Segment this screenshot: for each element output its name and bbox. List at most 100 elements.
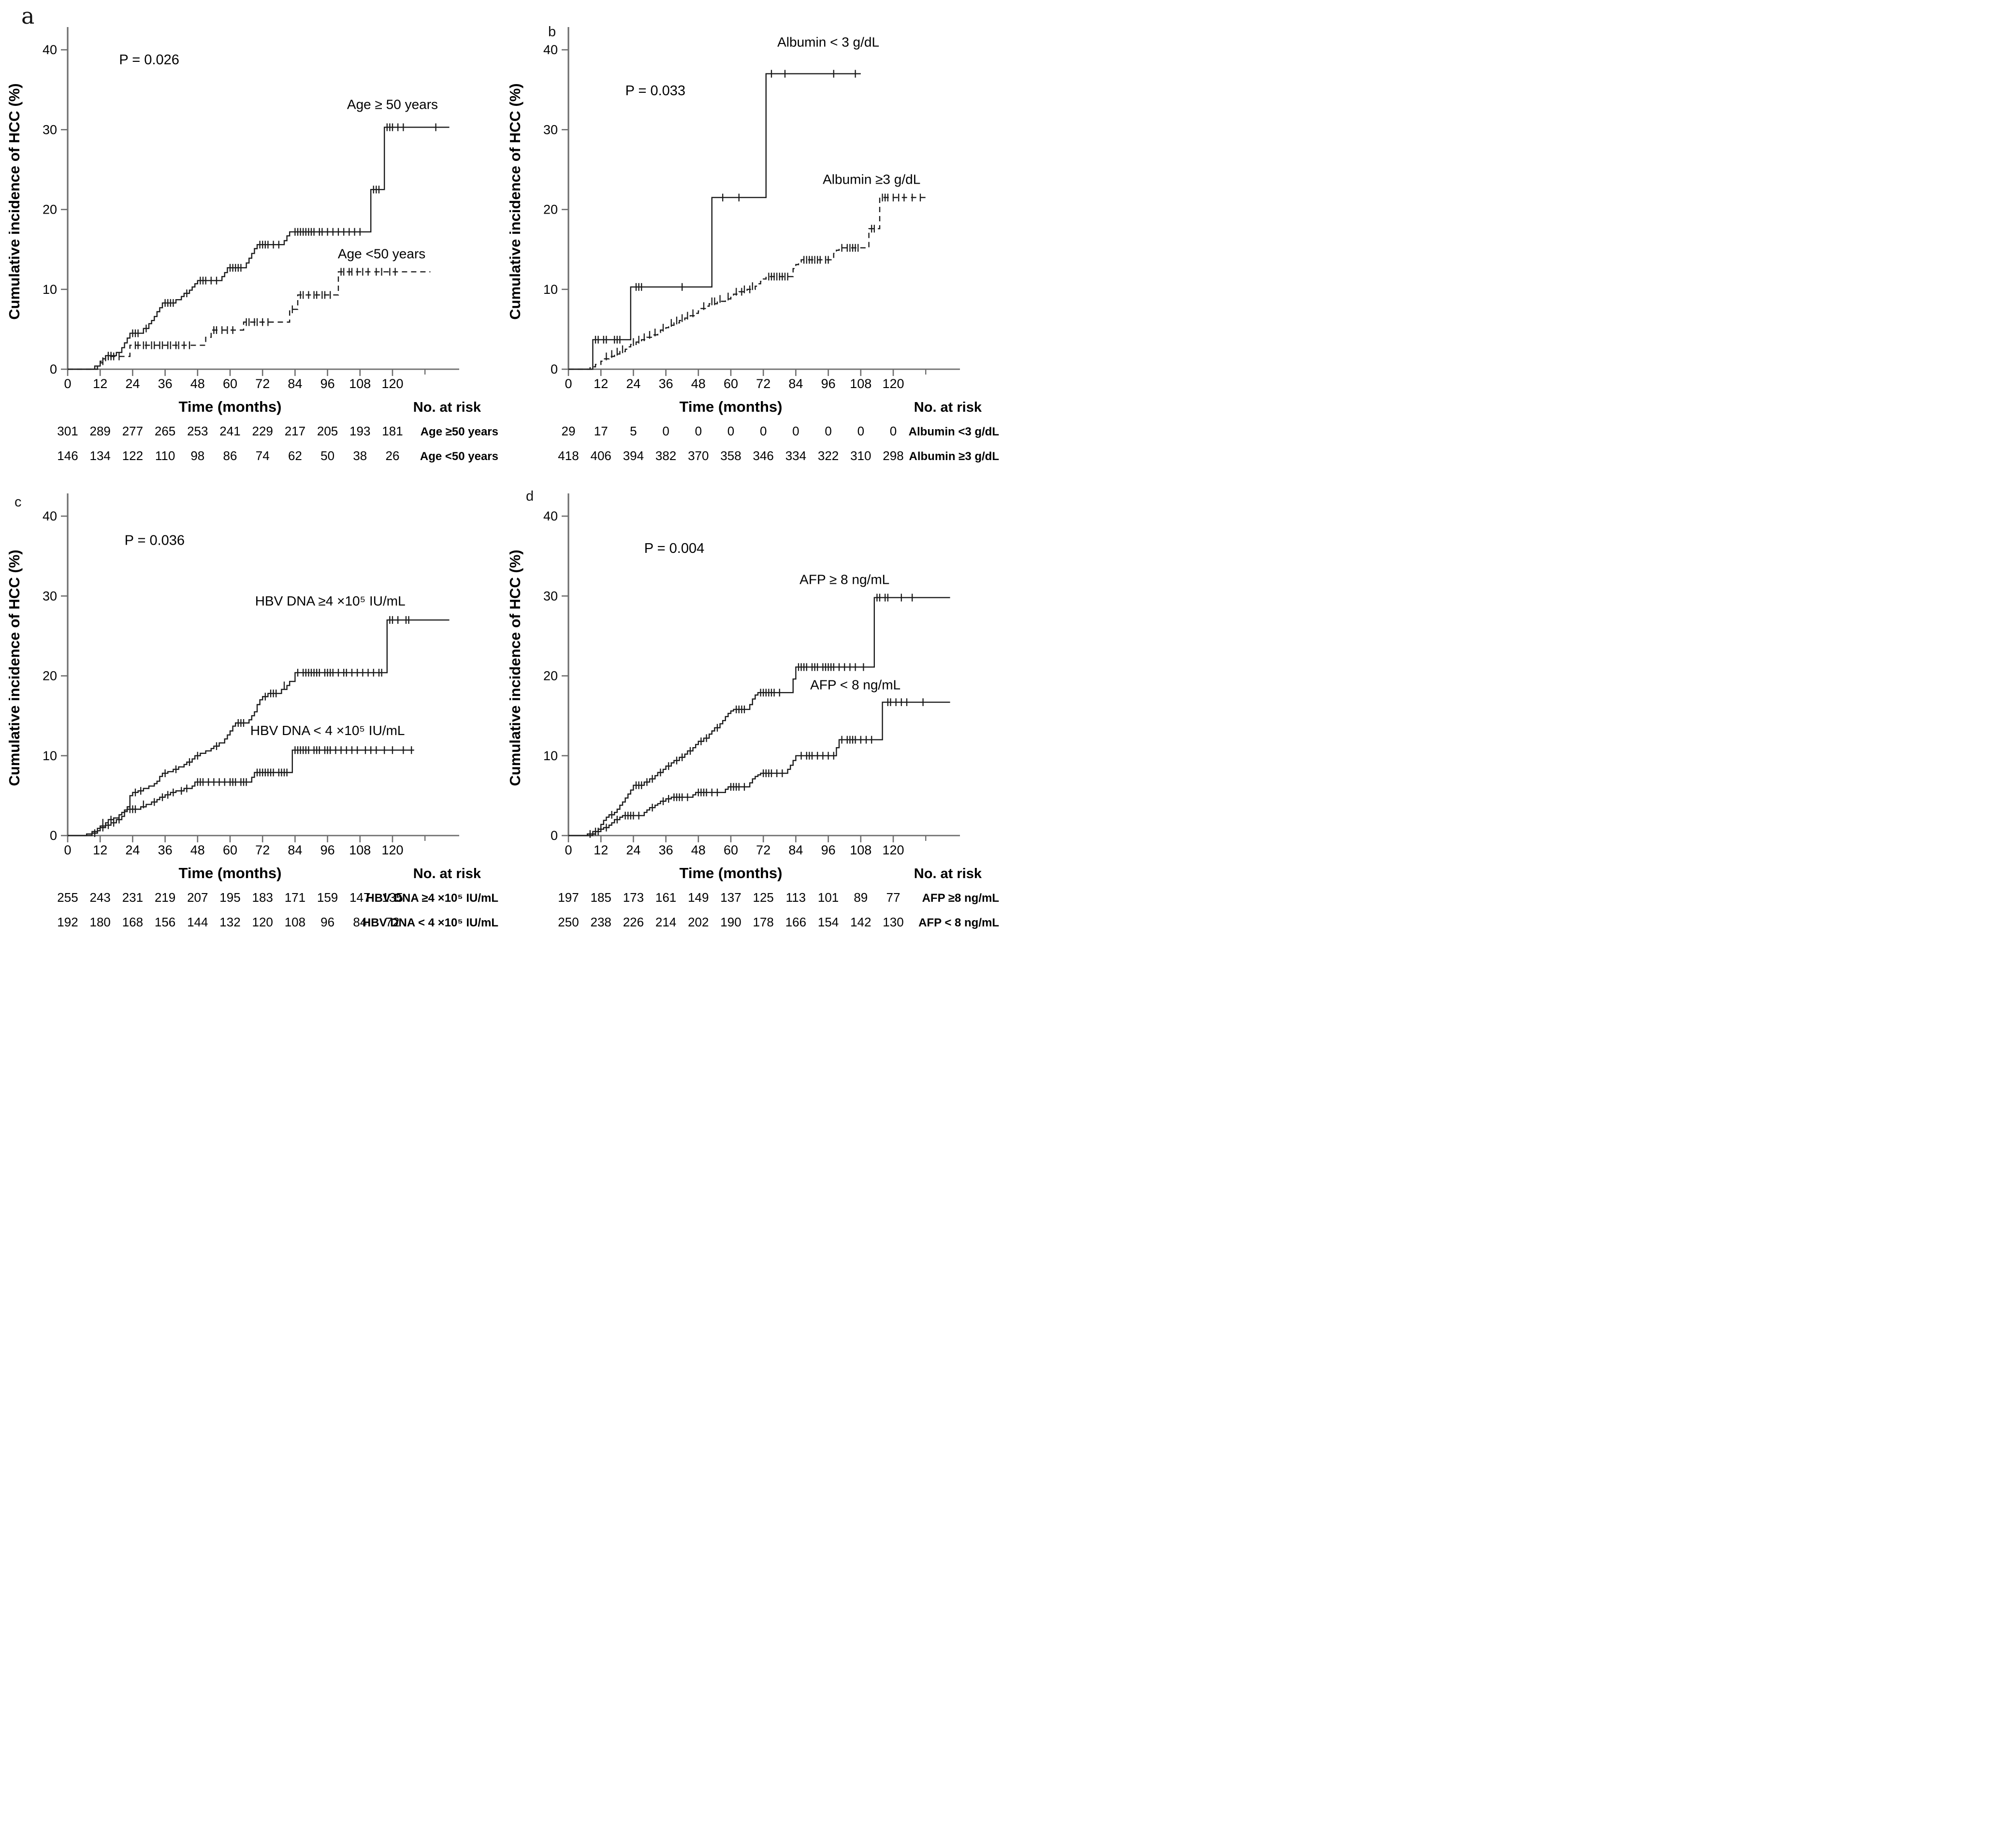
risk-value: 17	[594, 424, 608, 438]
y-tick-label: 20	[43, 669, 57, 683]
risk-value: 89	[854, 890, 868, 905]
y-tick-label: 20	[543, 669, 558, 683]
risk-table-header: No. at risk	[413, 400, 481, 415]
risk-value: 166	[785, 915, 806, 929]
km-curve-1	[68, 127, 450, 370]
risk-table-header: No. at risk	[914, 400, 982, 415]
risk-value: 147	[349, 890, 370, 905]
risk-value: 214	[655, 915, 676, 929]
y-tick-label: 40	[43, 509, 57, 523]
risk-value: 202	[688, 915, 709, 929]
y-tick-label: 40	[43, 43, 57, 57]
x-tick-label: 0	[565, 843, 572, 857]
risk-value: 159	[317, 890, 338, 905]
series-label: Age <50 years	[338, 246, 425, 261]
risk-value: 190	[720, 915, 741, 929]
risk-value: 370	[688, 448, 709, 463]
x-tick-label: 84	[788, 843, 803, 857]
risk-value: 173	[623, 890, 644, 905]
risk-row-label: Albumin ≥3 g/dL	[909, 450, 1000, 463]
x-tick-label: 48	[190, 843, 205, 857]
risk-value: 84	[353, 915, 367, 929]
panel-letter-d: d	[526, 489, 534, 504]
y-tick-label: 30	[43, 122, 57, 137]
x-tick-label: 48	[691, 376, 706, 391]
risk-value: 96	[320, 915, 334, 929]
risk-value: 238	[591, 915, 611, 929]
x-tick-label: 0	[565, 376, 572, 391]
y-axis-title: Cumulative incidence of HCC (%)	[6, 83, 23, 319]
risk-value: 243	[90, 890, 111, 905]
x-tick-label: 108	[349, 376, 371, 391]
x-tick-label: 0	[64, 843, 71, 857]
risk-value: 0	[695, 424, 702, 438]
risk-value: 255	[57, 890, 78, 905]
km-figure: a 0 10 20 30 40 0 12 24 36 48 60 72 84 96 108 120 Time (…	[0, 0, 1002, 933]
risk-value: 289	[90, 424, 111, 438]
y-tick-label: 10	[543, 749, 558, 763]
risk-value: 301	[57, 424, 78, 438]
x-tick-label: 48	[691, 843, 706, 857]
x-tick-label: 108	[349, 843, 371, 857]
risk-value: 178	[753, 915, 774, 929]
x-tick-label: 60	[724, 376, 738, 391]
y-tick-label: 10	[43, 282, 57, 297]
risk-value: 135	[382, 890, 403, 905]
x-tick-label: 72	[255, 843, 270, 857]
x-tick-label: 84	[288, 843, 302, 857]
x-tick-label: 108	[850, 376, 871, 391]
y-tick-label: 40	[543, 43, 558, 57]
x-tick-label: 72	[756, 843, 770, 857]
risk-value: 72	[386, 915, 400, 929]
risk-value: 0	[662, 424, 669, 438]
risk-value: 181	[382, 424, 403, 438]
risk-value: 241	[219, 424, 240, 438]
x-tick-label: 48	[190, 376, 205, 391]
x-tick-label: 12	[93, 376, 107, 391]
km-curve-1	[568, 597, 950, 837]
y-tick-label: 40	[543, 509, 558, 523]
risk-value: 298	[883, 448, 903, 463]
risk-table-header: No. at risk	[914, 866, 982, 881]
risk-value: 418	[558, 448, 579, 463]
risk-value: 134	[90, 448, 111, 463]
x-tick-label: 120	[882, 843, 904, 857]
series-label: Albumin ≥3 g/dL	[823, 172, 920, 187]
panel-b: b 0 10 20 30 40 0 12 24 36 48 60 72 84 96 108 120 Time (…	[501, 0, 1002, 466]
x-tick-label: 36	[659, 376, 673, 391]
risk-value: 62	[288, 448, 302, 463]
km-chart-panel-a: 0 10 20 30 40 0 12 24 36 48 60 72 84 96 108 120 Time (mo…	[6, 27, 498, 463]
risk-value: 310	[850, 448, 871, 463]
y-tick-label: 10	[543, 282, 558, 297]
risk-value: 406	[591, 448, 611, 463]
risk-value: 101	[818, 890, 839, 905]
risk-row-label: AFP < 8 ng/mL	[918, 916, 999, 929]
x-tick-label: 84	[788, 376, 803, 391]
y-tick-label: 0	[50, 828, 57, 843]
y-tick-label: 30	[543, 122, 558, 137]
risk-value: 195	[219, 890, 240, 905]
risk-value: 171	[285, 890, 305, 905]
x-axis-title: Time (months)	[680, 865, 783, 881]
risk-value: 265	[155, 424, 175, 438]
risk-value: 86	[223, 448, 237, 463]
x-tick-label: 0	[64, 376, 71, 391]
p-value-label: P = 0.036	[125, 533, 185, 549]
y-axis-title: Cumulative incidence of HCC (%)	[6, 549, 23, 786]
risk-value: 0	[727, 424, 734, 438]
x-tick-label: 60	[223, 376, 237, 391]
x-tick-label: 36	[158, 843, 173, 857]
risk-value: 0	[792, 424, 799, 438]
km-curve-2	[568, 197, 929, 370]
y-tick-label: 20	[43, 202, 57, 217]
risk-value: 207	[187, 890, 208, 905]
y-axis-title: Cumulative incidence of HCC (%)	[507, 83, 523, 319]
y-tick-label: 30	[43, 589, 57, 603]
risk-value: 250	[558, 915, 579, 929]
risk-value: 125	[753, 890, 774, 905]
series-label: HBV DNA < 4 ×10⁵ IU/mL	[250, 723, 405, 738]
x-tick-label: 60	[724, 843, 738, 857]
km-chart-panel-c: 0 10 20 30 40 0 12 24 36 48 60 72 84 96 108 120 Time (mo…	[6, 493, 498, 929]
risk-value: 122	[122, 448, 143, 463]
risk-value: 0	[890, 424, 897, 438]
